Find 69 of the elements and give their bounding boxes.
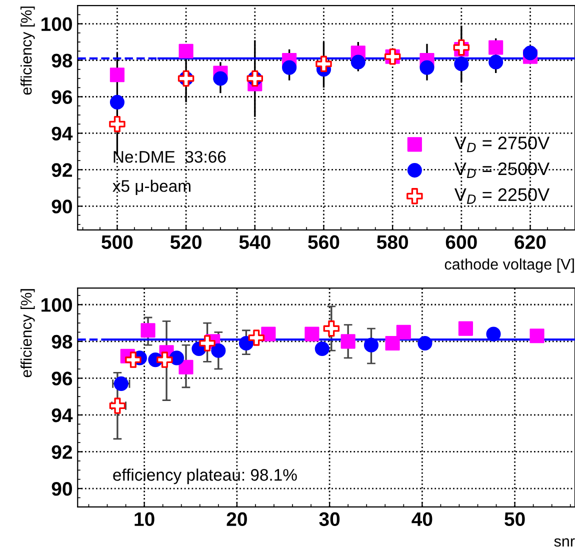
annotation: x5 μ-beam: [112, 180, 190, 195]
point: [453, 39, 470, 56]
x-tick-label: 520: [170, 235, 202, 250]
annotation: efficiency plateau: 98.1%: [113, 468, 297, 484]
point: [488, 40, 504, 55]
x-axis-title: cathode voltage [V]: [444, 258, 574, 273]
legend-label: V$_{D}$ = 2750V: [454, 136, 550, 152]
y-tick-label: 90: [52, 200, 72, 214]
point: [109, 116, 126, 132]
point: [522, 46, 538, 60]
y-tick-label: 92: [52, 445, 72, 459]
y-axis-title: efficiency [%]: [20, 289, 35, 378]
point: [350, 54, 366, 70]
x-tick-label: 30: [319, 512, 340, 526]
point: [385, 336, 400, 351]
point: [418, 336, 432, 351]
point: [178, 44, 194, 58]
point: [211, 343, 226, 358]
y-tick-label: 96: [52, 90, 72, 104]
x-tick-label: 500: [102, 235, 133, 250]
x-tick-label: 600: [446, 235, 477, 250]
legend-label: V$_{D}$ = 2500V: [454, 162, 550, 178]
y-tick-label: 100: [42, 298, 72, 312]
x-tick-label: 560: [308, 235, 340, 250]
y-tick-label: 98: [52, 334, 72, 349]
y-tick-label: 100: [42, 17, 72, 32]
point: [454, 56, 469, 72]
point: [213, 71, 228, 86]
point: [110, 68, 124, 82]
y-tick-label: 98: [52, 54, 72, 68]
point: [340, 334, 356, 349]
y-tick-label: 96: [52, 372, 72, 386]
point: [156, 352, 173, 368]
y-tick-label: 90: [52, 482, 72, 496]
point: [261, 326, 276, 342]
x-tick-label: 10: [134, 512, 154, 526]
x-tick-label: 40: [412, 512, 432, 526]
point: [314, 341, 330, 356]
point: [420, 60, 434, 75]
x-axis-title: snr: [554, 538, 575, 547]
y-tick-label: 94: [52, 408, 73, 422]
legend-label: V$_{D}$ = 2250V: [454, 188, 550, 204]
point: [316, 56, 332, 72]
y-tick-label: 92: [52, 163, 72, 177]
x-tick-label: 540: [239, 235, 270, 250]
point: [396, 324, 411, 340]
x-tick-label: 580: [376, 235, 408, 250]
point: [304, 326, 320, 342]
point: [486, 326, 501, 342]
point: [125, 352, 142, 368]
y-axis-title: efficiency [%]: [20, 6, 35, 95]
point: [248, 330, 264, 346]
point: [199, 335, 216, 352]
x-tick-label: 20: [226, 512, 247, 526]
point: [323, 320, 340, 337]
point: [282, 60, 297, 75]
x-tick-label: 50: [504, 512, 525, 526]
point: [238, 336, 254, 351]
point: [530, 328, 544, 344]
x-tick-label: 620: [514, 235, 546, 250]
point: [110, 94, 124, 110]
point: [109, 398, 126, 414]
point: [178, 360, 194, 374]
annotation: Ne:DME 33:66: [114, 150, 226, 163]
point: [458, 321, 473, 336]
y-tick-label: 94: [52, 126, 73, 140]
point: [488, 54, 504, 70]
point: [364, 338, 379, 352]
point: [140, 323, 156, 338]
